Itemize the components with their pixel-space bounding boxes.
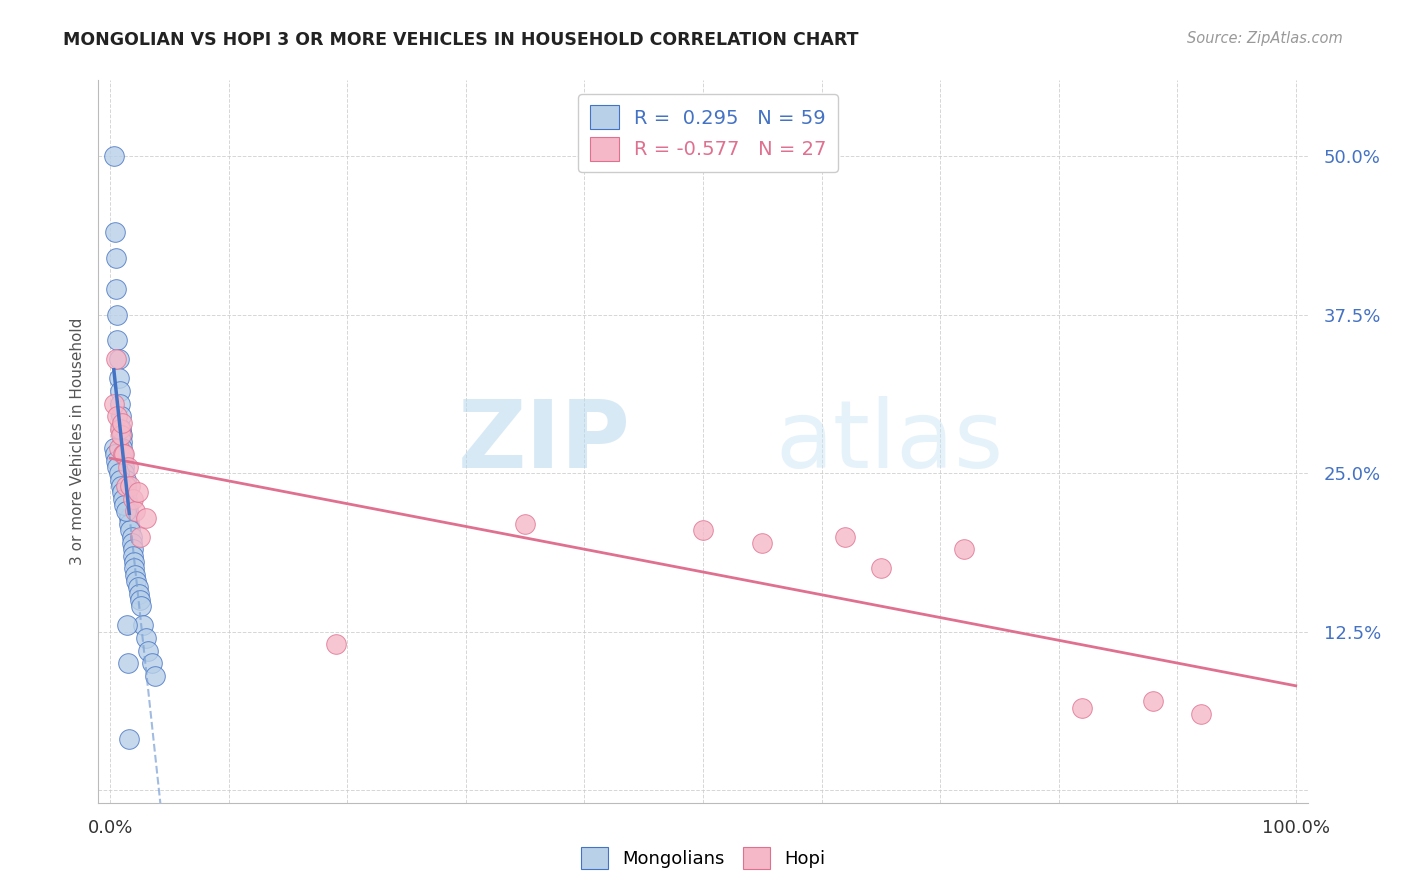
Point <box>121 536 143 550</box>
Point <box>751 536 773 550</box>
Point <box>118 510 141 524</box>
Point <box>107 371 129 385</box>
Point <box>117 657 139 671</box>
Point <box>108 396 131 410</box>
Point <box>118 516 141 531</box>
Point <box>103 396 125 410</box>
Point <box>105 453 128 467</box>
Point <box>111 485 134 500</box>
Point <box>1071 700 1094 714</box>
Point <box>127 485 149 500</box>
Point <box>105 459 128 474</box>
Point <box>117 498 139 512</box>
Point <box>1189 707 1212 722</box>
Point <box>135 510 157 524</box>
Text: ZIP: ZIP <box>457 395 630 488</box>
Point <box>115 485 138 500</box>
Point <box>128 587 150 601</box>
Text: Source: ZipAtlas.com: Source: ZipAtlas.com <box>1187 31 1343 46</box>
Point <box>122 561 145 575</box>
Point <box>112 453 135 467</box>
Point <box>112 447 135 461</box>
Point <box>107 467 129 481</box>
Point <box>124 567 146 582</box>
Point <box>108 473 131 487</box>
Point <box>107 352 129 367</box>
Y-axis label: 3 or more Vehicles in Household: 3 or more Vehicles in Household <box>69 318 84 566</box>
Point <box>834 530 856 544</box>
Point <box>129 599 152 614</box>
Point <box>127 580 149 594</box>
Point <box>105 352 128 367</box>
Legend: Mongolians, Hopi: Mongolians, Hopi <box>574 839 832 876</box>
Legend: R =  0.295   N = 59, R = -0.577   N = 27: R = 0.295 N = 59, R = -0.577 N = 27 <box>578 94 838 172</box>
Point <box>117 504 139 518</box>
Point <box>325 637 347 651</box>
Point <box>515 516 537 531</box>
Point <box>103 149 125 163</box>
Point <box>111 441 134 455</box>
Point <box>105 333 128 347</box>
Point <box>114 467 136 481</box>
Point <box>105 409 128 424</box>
Point <box>107 441 129 455</box>
Point <box>1142 694 1164 708</box>
Point <box>121 542 143 557</box>
Point <box>952 542 974 557</box>
Point <box>111 434 134 449</box>
Point <box>112 491 135 506</box>
Point <box>110 428 132 442</box>
Point <box>143 669 166 683</box>
Point <box>103 441 125 455</box>
Point <box>114 459 136 474</box>
Point <box>135 631 157 645</box>
Point <box>104 226 127 240</box>
Point <box>120 479 142 493</box>
Point <box>114 473 136 487</box>
Point <box>121 549 143 563</box>
Point <box>114 498 136 512</box>
Point <box>105 308 128 322</box>
Point <box>105 251 128 265</box>
Point <box>125 574 148 588</box>
Point <box>120 523 142 537</box>
Point <box>124 504 146 518</box>
Text: atlas: atlas <box>776 395 1004 488</box>
Point <box>129 530 152 544</box>
Point <box>111 428 134 442</box>
Point <box>129 593 152 607</box>
Point <box>115 491 138 506</box>
Point <box>108 384 131 398</box>
Text: MONGOLIAN VS HOPI 3 OR MORE VEHICLES IN HOUSEHOLD CORRELATION CHART: MONGOLIAN VS HOPI 3 OR MORE VEHICLES IN … <box>63 31 859 49</box>
Point <box>114 479 136 493</box>
Point <box>105 282 128 296</box>
Point <box>122 555 145 569</box>
Point <box>114 447 136 461</box>
Point <box>114 479 136 493</box>
Point <box>114 504 136 518</box>
Point <box>112 447 135 461</box>
Point <box>108 422 131 436</box>
Point <box>117 459 139 474</box>
Point <box>104 447 127 461</box>
Point <box>136 643 159 657</box>
Point <box>869 561 891 575</box>
Point <box>692 523 714 537</box>
Point <box>111 416 134 430</box>
Point <box>115 618 138 632</box>
Point <box>110 409 132 424</box>
Point <box>118 732 141 747</box>
Point <box>121 491 143 506</box>
Point <box>121 530 143 544</box>
Point <box>110 479 132 493</box>
Point <box>110 422 132 436</box>
Point <box>141 657 163 671</box>
Point <box>132 618 155 632</box>
